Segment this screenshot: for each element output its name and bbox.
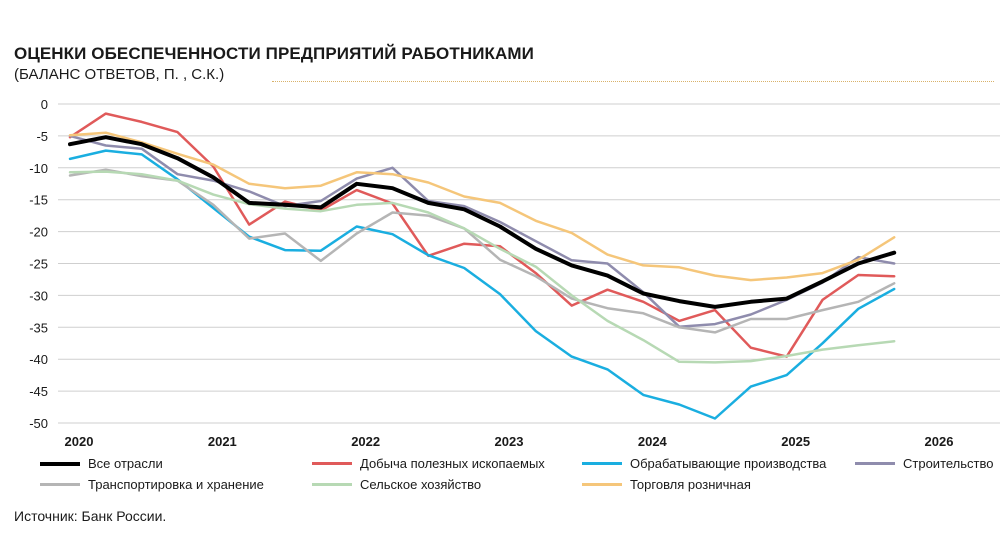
legend-item: Торговля розничная	[582, 477, 751, 492]
x-tick-label: 2024	[638, 434, 668, 449]
legend-item: Сельское хозяйство	[312, 477, 481, 492]
chart-legend: Все отрасли Добыча полезных ископаемых Обр…	[40, 456, 993, 496]
series-line	[68, 170, 896, 364]
legend-label: Транспортировка и хранение	[88, 477, 264, 492]
source-note: Источник: Банк России.	[14, 508, 167, 524]
y-tick-label: -5	[36, 129, 48, 144]
y-tick-label: -40	[29, 352, 48, 367]
series-line	[68, 131, 896, 282]
legend-item: Транспортировка и хранение	[40, 477, 264, 492]
legend-label: Добыча полезных ископаемых	[360, 456, 545, 471]
series-line	[68, 134, 896, 328]
legend-label: Обрабатывающие производства	[630, 456, 827, 471]
y-tick-label: -30	[29, 288, 48, 303]
y-tick-label: 0	[41, 97, 48, 112]
chart-title: ОЦЕНКИ ОБЕСПЕЧЕННОСТИ ПРЕДПРИЯТИЙ РАБОТН…	[14, 44, 534, 63]
y-tick-label: -15	[29, 193, 48, 208]
series-line	[68, 135, 897, 309]
x-tick-label: 2025	[781, 434, 810, 449]
y-tick-label: -45	[29, 384, 48, 399]
x-tick-label: 2021	[208, 434, 237, 449]
y-tick-label: -35	[29, 320, 48, 335]
series-line	[68, 168, 896, 334]
legend-item: Добыча полезных ископаемых	[312, 456, 545, 471]
legend-swatch	[582, 483, 622, 486]
chart-subtitle: (БАЛАНС ОТВЕТОВ, П. , С.К.)	[14, 66, 225, 83]
legend-label: Все отрасли	[88, 456, 163, 471]
legend-swatch	[855, 462, 895, 465]
x-tick-label: 2023	[495, 434, 524, 449]
x-tick-label: 2026	[925, 434, 954, 449]
x-tick-label: 2020	[65, 434, 94, 449]
legend-item: Строительство	[855, 456, 993, 471]
legend-label: Строительство	[903, 456, 994, 471]
legend-label: Торговля розничная	[630, 477, 751, 492]
legend-item: Все отрасли	[40, 456, 163, 471]
legend-swatch	[312, 462, 352, 465]
legend-swatch	[40, 483, 80, 486]
y-tick-label: -25	[29, 257, 48, 272]
legend-swatch	[40, 461, 80, 466]
y-tick-label: -10	[29, 161, 48, 176]
x-tick-label: 2022	[351, 434, 380, 449]
legend-swatch	[312, 483, 352, 486]
series-line	[68, 149, 896, 420]
y-tick-label: -50	[29, 416, 48, 431]
title-divider	[272, 81, 994, 82]
legend-item: Обрабатывающие производства	[582, 456, 826, 471]
legend-swatch	[582, 462, 622, 465]
y-tick-label: -20	[29, 225, 48, 240]
legend-label: Сельское хозяйство	[360, 477, 482, 492]
